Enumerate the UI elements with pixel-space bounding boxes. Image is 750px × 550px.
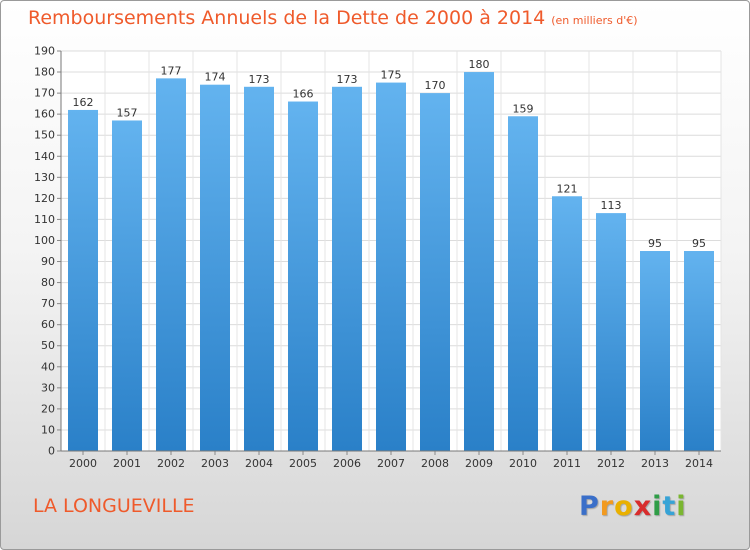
bar: [332, 86, 362, 451]
bar: [420, 93, 450, 452]
commune-name: LA LONGUEVILLE: [33, 495, 195, 517]
y-tick-label: 0: [48, 445, 55, 458]
y-tick-label: 190: [34, 45, 55, 58]
y-tick-label: 20: [41, 402, 55, 415]
bar-value-label: 170: [425, 79, 446, 92]
logo-letter: o: [614, 491, 634, 522]
y-tick-label: 180: [34, 66, 55, 79]
bar-value-label: 95: [648, 237, 662, 250]
x-tick-label: 2005: [289, 457, 317, 470]
bar: [596, 213, 626, 451]
bar-value-label: 159: [513, 102, 534, 115]
y-tick-label: 50: [41, 339, 55, 352]
logo-letter: P: [579, 491, 600, 522]
x-tick-label: 2000: [69, 457, 97, 470]
y-tick-label: 60: [41, 318, 55, 331]
y-tick-label: 170: [34, 87, 55, 100]
bar-value-label: 174: [205, 71, 226, 84]
x-tick-label: 2001: [113, 457, 141, 470]
x-tick-label: 2006: [333, 457, 361, 470]
logo-letter: r: [599, 491, 615, 522]
bar-value-label: 175: [381, 69, 402, 82]
y-tick-label: 90: [41, 255, 55, 268]
bar: [552, 196, 582, 451]
x-tick-label: 2010: [509, 457, 537, 470]
proxiti-logo[interactable]: Proxiti: [579, 491, 687, 522]
bar-value-label: 95: [692, 237, 706, 250]
x-tick-label: 2008: [421, 457, 449, 470]
bar: [288, 101, 318, 452]
bar-value-label: 162: [73, 96, 94, 109]
y-tick-label: 150: [34, 129, 55, 142]
y-tick-label: 120: [34, 192, 55, 205]
x-tick-label: 2012: [597, 457, 625, 470]
y-tick-label: 110: [34, 213, 55, 226]
bar: [684, 251, 714, 451]
chart-title-text: Remboursements Annuels de la Dette de 20…: [28, 7, 546, 29]
bar-value-label: 157: [117, 106, 138, 119]
bar-value-label: 177: [161, 64, 182, 77]
x-tick-label: 2007: [377, 457, 405, 470]
bar: [112, 120, 142, 451]
y-tick-label: 10: [41, 423, 55, 436]
chart-title: Remboursements Annuels de la Dette de 20…: [28, 7, 638, 29]
bar: [640, 251, 670, 451]
y-tick-label: 80: [41, 276, 55, 289]
bar-value-label: 173: [249, 73, 270, 86]
x-tick-label: 2003: [201, 457, 229, 470]
y-tick-label: 70: [41, 297, 55, 310]
x-tick-label: 2011: [553, 457, 581, 470]
bar-value-label: 113: [601, 199, 622, 212]
logo-letter: i: [676, 491, 687, 522]
axes: 0 10 20 30 40 50 60 70 80 90 100 110 120 130 140 150 160…: [34, 45, 721, 470]
bar: [464, 72, 494, 451]
x-tick-label: 2013: [641, 457, 669, 470]
bar-value-label: 180: [469, 58, 490, 71]
y-tick-label: 160: [34, 108, 55, 121]
x-tick-label: 2004: [245, 457, 273, 470]
y-tick-label: 30: [41, 381, 55, 394]
bar: [156, 78, 186, 452]
bar-value-label: 173: [337, 73, 358, 86]
x-tick-label: 2009: [465, 457, 493, 470]
bar-value-label: 166: [293, 88, 314, 101]
bar: [200, 84, 230, 452]
x-tick-label: 2002: [157, 457, 185, 470]
chart-subtitle: (en milliers d'€): [551, 14, 638, 27]
bar-value-label: 121: [557, 182, 578, 195]
bar: [508, 116, 538, 452]
logo-letter: x: [633, 491, 653, 522]
x-tick-label: 2014: [685, 457, 713, 470]
y-tick-label: 40: [41, 360, 55, 373]
bar: [244, 86, 274, 451]
logo-letter: t: [662, 491, 677, 522]
bars: 162 157 177 174 173 166 173 175 170 180 159 121 113 9…: [68, 58, 714, 452]
bar: [68, 109, 98, 452]
y-tick-label: 140: [34, 150, 55, 163]
y-tick-label: 130: [34, 171, 55, 184]
logo-letter: i: [652, 491, 663, 522]
y-tick-label: 100: [34, 234, 55, 247]
bar: [376, 82, 406, 451]
